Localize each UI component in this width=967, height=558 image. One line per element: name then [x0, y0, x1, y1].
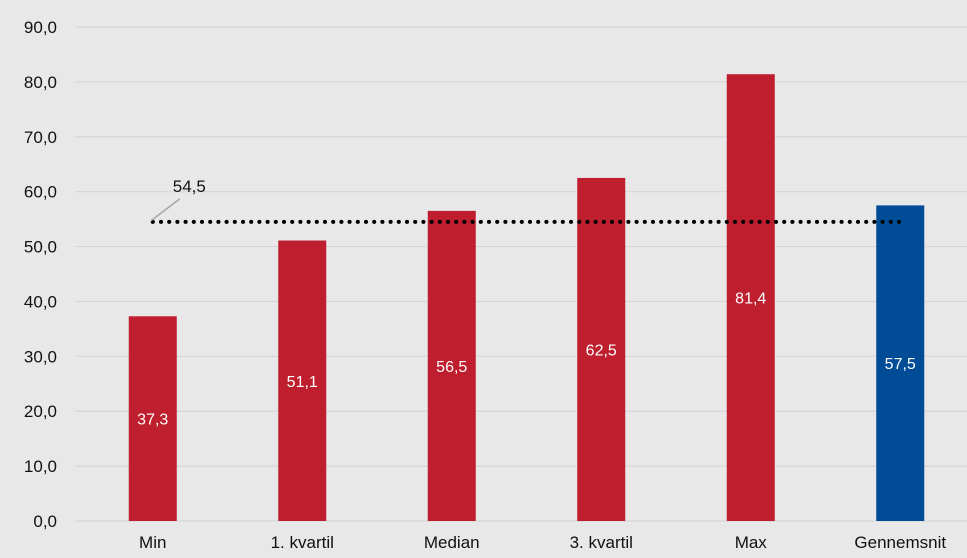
bar-min [128, 316, 177, 521]
x-tick-label: 3. kvartil [570, 533, 633, 552]
bar-max [726, 74, 775, 522]
reference-line-group: 54,5 [150, 177, 903, 224]
x-tick-label: 1. kvartil [271, 533, 334, 552]
data-label: 57,5 [885, 356, 916, 373]
data-labels: 37,3 51,1 56,5 62,5 81,4 57,5 [137, 291, 916, 429]
bar-gennemsnit [876, 205, 925, 521]
y-tick-label: 30,0 [24, 347, 57, 366]
y-tick-label: 90,0 [24, 18, 57, 37]
y-tick-label: 60,0 [24, 183, 57, 202]
bar-3-kvartil [577, 177, 626, 521]
y-axis: 0,0 10,0 20,0 30,0 40,0 50,0 60,0 70,0 80,0 90,0 [24, 18, 57, 531]
x-tick-label: Min [139, 533, 166, 552]
data-label: 62,5 [586, 342, 617, 359]
data-label: 56,5 [436, 359, 467, 376]
x-tick-label: Gennemsnit [854, 533, 946, 552]
reference-leader-line [150, 198, 181, 222]
bar-median [427, 210, 476, 521]
y-tick-label: 10,0 [24, 457, 57, 476]
x-axis: Min 1. kvartil Median 3. kvartil Max Gennemsn… [139, 533, 946, 552]
reference-line-label: 54,5 [173, 177, 206, 196]
data-label: 37,3 [137, 412, 168, 429]
y-tick-label: 50,0 [24, 238, 57, 257]
y-tick-label: 40,0 [24, 292, 57, 311]
bar-1-kvartil [278, 240, 327, 522]
x-tick-label: Median [424, 533, 480, 552]
y-tick-label: 20,0 [24, 402, 57, 421]
gridlines [75, 26, 967, 522]
data-label: 51,1 [287, 374, 318, 391]
y-tick-label: 70,0 [24, 128, 57, 147]
y-tick-label: 0,0 [33, 512, 57, 531]
bars [128, 74, 925, 522]
data-label: 81,4 [735, 291, 766, 308]
x-tick-label: Max [735, 533, 768, 552]
y-tick-label: 80,0 [24, 73, 57, 92]
